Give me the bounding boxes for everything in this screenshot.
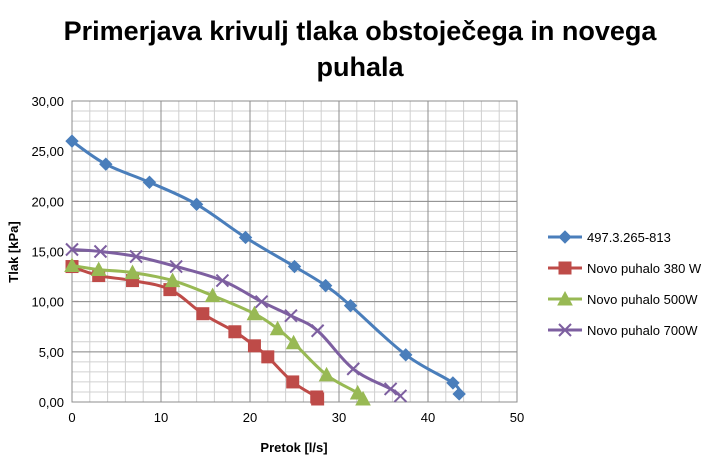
legend: 497.3.265-813 Novo puhalo 380 W Novo puhal… (548, 230, 702, 338)
data-point (246, 305, 263, 321)
y-tick-label: 5,00 (39, 345, 64, 360)
x-tick-label: 30 (332, 410, 346, 425)
legend-label: Novo puhalo 380 W (587, 261, 702, 276)
series (64, 134, 466, 406)
tick-labels: 0 10 20 30 40 50 0,00 5,00 10,00 15,00 20,00 25,00 3… (31, 94, 524, 425)
axes (71, 100, 518, 403)
data-point (238, 230, 253, 245)
data-point (284, 309, 298, 323)
data-point (90, 261, 107, 277)
data-point (446, 376, 460, 390)
grid (71, 100, 518, 403)
data-point (310, 324, 325, 338)
data-point (311, 392, 325, 406)
data-point (286, 375, 300, 389)
plot-area (71, 100, 518, 403)
x-tick-label: 50 (510, 410, 524, 425)
y-tick-label: 0,00 (39, 395, 64, 410)
chart-title-line-1: Primerjava krivulj tlaka obstoječega in … (64, 16, 658, 46)
legend-marker (558, 323, 572, 337)
legend-label: Novo puhalo 700W (587, 323, 698, 338)
data-point (215, 273, 230, 288)
series-0 (65, 134, 466, 401)
series-2 (64, 257, 371, 406)
data-point (247, 339, 261, 353)
x-tick-label: 10 (154, 410, 168, 425)
legend-item: Novo puhalo 700W (548, 323, 698, 338)
data-point (343, 298, 358, 313)
x-tick-label: 0 (68, 410, 75, 425)
series-3 (65, 242, 408, 403)
data-point (399, 348, 413, 362)
x-tick-label: 40 (421, 410, 435, 425)
data-point (93, 244, 108, 259)
legend-marker (557, 290, 573, 306)
legend-marker (558, 230, 572, 244)
legend-item: 497.3.265-813 (548, 230, 671, 245)
data-point (124, 264, 141, 280)
data-point (261, 350, 275, 364)
data-point (269, 320, 286, 336)
data-point (228, 325, 242, 339)
data-point (254, 294, 269, 309)
data-point (285, 334, 302, 350)
data-point (452, 387, 466, 401)
legend-item: Novo puhalo 380 W (548, 261, 702, 276)
data-point (204, 287, 221, 303)
data-point (164, 272, 181, 288)
legend-marker (558, 261, 572, 275)
data-point (346, 362, 360, 376)
y-axis-title: Tlak [kPa] (6, 221, 21, 282)
data-point (65, 134, 79, 148)
data-point (64, 257, 80, 273)
data-point (169, 259, 183, 274)
y-tick-label: 30,00 (31, 94, 64, 109)
legend-item: Novo puhalo 500W (548, 290, 698, 307)
y-tick-label: 25,00 (31, 144, 64, 159)
x-tick-label: 20 (243, 410, 257, 425)
y-tick-label: 20,00 (31, 194, 64, 209)
data-point (189, 197, 204, 212)
data-point (383, 382, 398, 396)
data-point (393, 389, 408, 403)
legend-label: 497.3.265-813 (587, 230, 671, 245)
data-point (99, 157, 113, 171)
y-tick-label: 10,00 (31, 295, 64, 310)
x-axis-title: Pretok [l/s] (260, 440, 327, 455)
data-point (65, 242, 79, 257)
legend-label: Novo puhalo 500W (587, 292, 698, 307)
data-point (196, 307, 210, 321)
data-point (142, 175, 157, 189)
data-point (318, 278, 333, 293)
series-1 (65, 260, 325, 406)
data-point (129, 249, 143, 264)
data-point (287, 259, 302, 274)
data-point (355, 390, 371, 406)
chart-title-line-2: puhala (316, 52, 404, 82)
y-tick-label: 15,00 (31, 245, 64, 260)
data-point (318, 366, 335, 382)
